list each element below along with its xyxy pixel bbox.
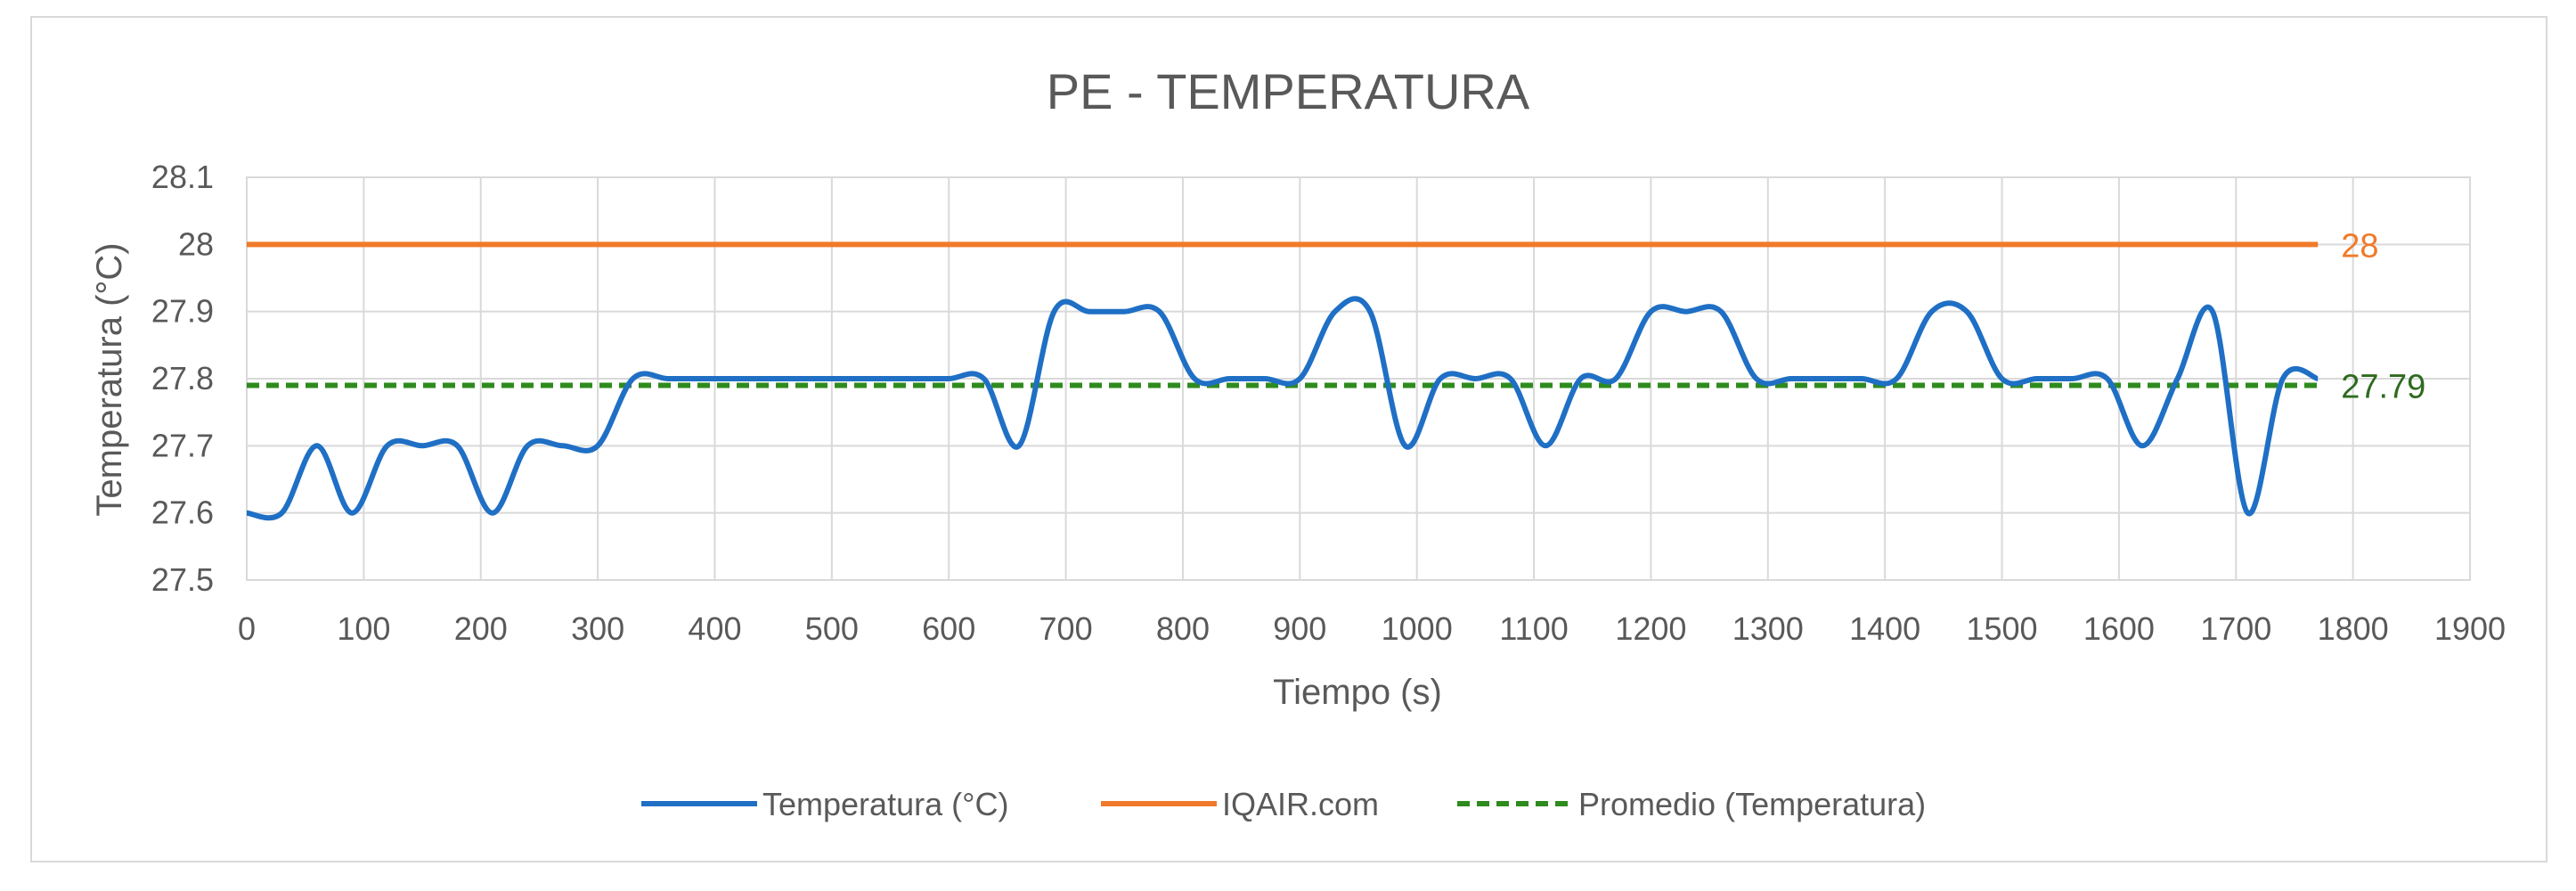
y-tick-label: 28.1 (151, 159, 214, 195)
x-tick-label: 700 (1039, 610, 1093, 647)
x-tick-label: 1700 (2200, 610, 2271, 647)
x-axis-label: Tiempo (s) (1273, 673, 1442, 712)
x-tick-label: 1500 (1966, 610, 2037, 647)
x-tick-label: 200 (454, 610, 508, 647)
x-tick-label: 1100 (1499, 610, 1568, 647)
chart-title: PE - TEMPERATURA (1047, 63, 1530, 119)
y-tick-label: 27.6 (151, 495, 214, 531)
y-tick-label: 27.9 (151, 293, 214, 330)
y-tick-label: 28 (178, 225, 214, 262)
x-tick-label: 800 (1156, 610, 1210, 647)
y-tick-label: 27.8 (151, 360, 214, 396)
end-label: 27.79 (2341, 369, 2425, 406)
legend-label: Temperatura (°C) (762, 786, 1008, 822)
x-tick-label: 1000 (1382, 610, 1453, 647)
legend-label: Promedio (Temperatura) (1578, 786, 1926, 822)
x-tick-label: 500 (805, 610, 859, 647)
x-tick-label: 1400 (1849, 610, 1920, 647)
legend-label: IQAIR.com (1222, 786, 1379, 822)
x-tick-label: 0 (238, 610, 256, 647)
x-tick-label: 1600 (2083, 610, 2155, 647)
y-axis-label: Temperatura (°C) (90, 242, 129, 516)
x-tick-label: 300 (571, 610, 624, 647)
series-line-temperatura-c (246, 296, 2319, 521)
x-tick-label: 1200 (1615, 610, 1686, 647)
x-tick-label: 600 (922, 610, 975, 647)
x-tick-label: 1900 (2434, 610, 2506, 647)
y-tick-label: 27.7 (151, 427, 214, 463)
x-tick-label: 1300 (1732, 610, 1804, 647)
end-label: 28 (2341, 227, 2378, 265)
y-tick-label: 27.5 (151, 561, 214, 598)
x-tick-label: 1800 (2318, 610, 2389, 647)
x-tick-label: 400 (688, 610, 741, 647)
x-tick-label: 900 (1273, 610, 1326, 647)
x-tick-label: 100 (337, 610, 390, 647)
